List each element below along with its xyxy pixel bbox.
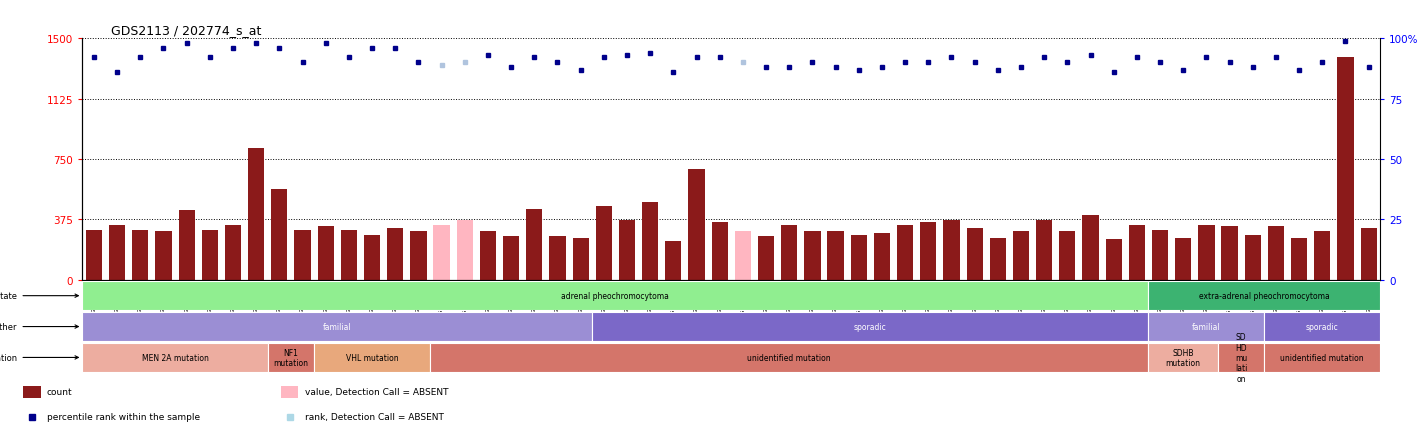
Bar bbox=[109, 225, 125, 280]
Bar bbox=[689, 169, 704, 280]
Text: other: other bbox=[0, 322, 78, 331]
Bar bbox=[967, 229, 983, 280]
Bar bbox=[224, 225, 241, 280]
Bar bbox=[527, 209, 542, 280]
Bar bbox=[294, 230, 311, 280]
Text: extra-adrenal pheochromocytoma: extra-adrenal pheochromocytoma bbox=[1198, 292, 1329, 300]
Bar bbox=[1037, 220, 1052, 280]
Bar bbox=[596, 206, 612, 280]
Text: genotype/variation: genotype/variation bbox=[0, 353, 78, 362]
Text: MEN 2A mutation: MEN 2A mutation bbox=[142, 353, 209, 362]
Bar bbox=[1198, 225, 1214, 280]
Bar bbox=[85, 230, 102, 280]
Bar bbox=[665, 241, 682, 280]
Bar bbox=[430, 343, 1149, 372]
Bar bbox=[592, 312, 1149, 342]
Bar bbox=[24, 386, 41, 398]
Bar bbox=[1012, 232, 1030, 280]
Bar bbox=[281, 386, 298, 398]
Bar bbox=[943, 220, 960, 280]
Bar bbox=[1149, 281, 1380, 311]
Bar bbox=[1176, 238, 1191, 280]
Bar bbox=[1218, 343, 1264, 372]
Text: disease state: disease state bbox=[0, 292, 78, 300]
Bar bbox=[271, 190, 287, 280]
Bar bbox=[1245, 235, 1261, 280]
Text: unidentified mutation: unidentified mutation bbox=[747, 353, 831, 362]
Text: count: count bbox=[47, 388, 72, 396]
Bar bbox=[132, 230, 149, 280]
Bar bbox=[1360, 229, 1377, 280]
Bar bbox=[410, 232, 426, 280]
Bar bbox=[1338, 58, 1353, 280]
Bar bbox=[82, 343, 268, 372]
Bar bbox=[1314, 232, 1331, 280]
Bar bbox=[828, 232, 843, 280]
Bar bbox=[82, 312, 592, 342]
Bar bbox=[851, 235, 866, 280]
Bar bbox=[1149, 312, 1264, 342]
Text: unidentified mutation: unidentified mutation bbox=[1281, 353, 1365, 362]
Bar bbox=[503, 237, 520, 280]
Text: SD
HD
mu
lati
on: SD HD mu lati on bbox=[1235, 332, 1247, 383]
Bar bbox=[179, 211, 195, 280]
Bar bbox=[82, 281, 1149, 311]
Bar bbox=[734, 232, 751, 280]
Bar bbox=[1268, 227, 1284, 280]
Bar bbox=[920, 222, 936, 280]
Text: SDHB
mutation: SDHB mutation bbox=[1166, 348, 1201, 367]
Bar bbox=[873, 233, 890, 280]
Bar bbox=[758, 237, 774, 280]
Bar bbox=[202, 230, 217, 280]
Bar bbox=[364, 235, 381, 280]
Bar bbox=[1129, 225, 1145, 280]
Bar bbox=[711, 222, 728, 280]
Bar bbox=[1106, 240, 1122, 280]
Text: sporadic: sporadic bbox=[853, 322, 886, 331]
Bar bbox=[1264, 343, 1380, 372]
Bar bbox=[155, 232, 172, 280]
Text: GDS2113 / 202774_s_at: GDS2113 / 202774_s_at bbox=[111, 24, 261, 37]
Bar bbox=[1291, 238, 1308, 280]
Text: percentile rank within the sample: percentile rank within the sample bbox=[47, 412, 200, 421]
Text: familial: familial bbox=[322, 322, 352, 331]
Text: value, Detection Call = ABSENT: value, Detection Call = ABSENT bbox=[305, 388, 449, 396]
Bar bbox=[388, 229, 403, 280]
Bar bbox=[550, 237, 565, 280]
Bar bbox=[642, 203, 659, 280]
Bar bbox=[433, 225, 450, 280]
Bar bbox=[897, 225, 913, 280]
Bar bbox=[1059, 232, 1075, 280]
Bar bbox=[572, 238, 589, 280]
Bar bbox=[314, 343, 430, 372]
Bar bbox=[457, 220, 473, 280]
Text: rank, Detection Call = ABSENT: rank, Detection Call = ABSENT bbox=[305, 412, 443, 421]
Bar bbox=[268, 343, 314, 372]
Bar bbox=[619, 220, 635, 280]
Bar bbox=[1152, 230, 1169, 280]
Bar bbox=[990, 238, 1005, 280]
Text: VHL mutation: VHL mutation bbox=[345, 353, 399, 362]
Bar bbox=[1221, 227, 1238, 280]
Bar bbox=[1149, 343, 1218, 372]
Bar bbox=[318, 227, 334, 280]
Bar bbox=[341, 230, 356, 280]
Text: NF1
mutation: NF1 mutation bbox=[274, 348, 308, 367]
Bar bbox=[248, 148, 264, 280]
Bar bbox=[1264, 312, 1380, 342]
Text: familial: familial bbox=[1193, 322, 1221, 331]
Bar bbox=[804, 232, 821, 280]
Bar bbox=[1082, 216, 1099, 280]
Text: sporadic: sporadic bbox=[1306, 322, 1339, 331]
Text: adrenal pheochromocytoma: adrenal pheochromocytoma bbox=[561, 292, 669, 300]
Bar bbox=[781, 225, 798, 280]
Bar bbox=[480, 232, 496, 280]
